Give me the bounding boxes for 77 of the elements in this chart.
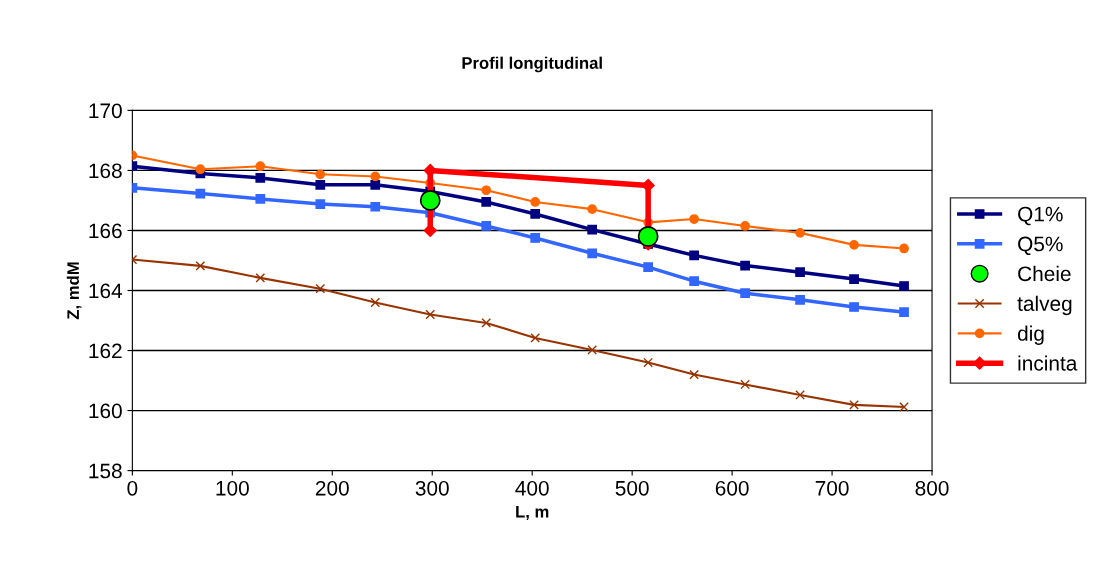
point [370, 179, 381, 190]
point [740, 221, 750, 231]
point [370, 201, 381, 212]
point [587, 204, 598, 215]
point [370, 171, 381, 182]
x-tick-label: 0 [127, 480, 138, 496]
y-axis-title: Z, mdM [66, 262, 82, 320]
legend-label: Cheie [1018, 265, 1071, 282]
y-tick-label: 160 [89, 403, 122, 419]
point [849, 240, 859, 250]
legend-label: dig [1017, 325, 1044, 345]
x-tick-label: 800 [915, 480, 949, 496]
x-tick-label: 300 [415, 480, 449, 496]
point [255, 273, 266, 283]
point [849, 400, 859, 410]
point [899, 402, 909, 412]
point [587, 345, 598, 355]
point [899, 281, 909, 291]
point [795, 267, 805, 278]
point [481, 185, 492, 196]
point [795, 228, 805, 238]
point [315, 179, 326, 190]
point [740, 260, 750, 271]
y-tick-label: 158 [89, 463, 122, 479]
y-tick-label: 170 [89, 103, 122, 119]
x-tick-label: 400 [515, 480, 549, 496]
point [689, 369, 699, 380]
point [849, 274, 859, 284]
point [255, 194, 266, 204]
x-tick-label: 700 [815, 480, 849, 496]
point [643, 262, 654, 272]
point [481, 197, 492, 207]
point [530, 197, 541, 207]
point [195, 188, 206, 199]
point [425, 309, 436, 320]
y-tick-label: 164 [89, 283, 123, 299]
point [195, 261, 206, 271]
point [643, 357, 654, 368]
chart-title: Profil longitudinal [462, 56, 602, 73]
point [195, 164, 206, 175]
point [740, 379, 750, 390]
point [795, 294, 805, 305]
point [689, 276, 699, 287]
point [689, 214, 699, 224]
point [740, 288, 750, 299]
point [899, 307, 909, 317]
point [315, 199, 326, 209]
legend-label: incinta [1018, 355, 1078, 371]
point [899, 243, 909, 254]
point [481, 318, 492, 328]
y-tick-label: 162 [89, 343, 122, 359]
point [315, 283, 326, 294]
point [370, 297, 381, 308]
point [587, 224, 598, 235]
point [849, 302, 859, 312]
point [530, 333, 541, 343]
legend-label: talveg [1017, 295, 1072, 316]
y-tick-label: 168 [89, 163, 122, 179]
point [315, 169, 326, 180]
point [419, 190, 441, 211]
point [587, 248, 598, 259]
point [481, 221, 492, 231]
x-tick-label: 200 [315, 480, 349, 496]
point [530, 233, 541, 243]
point [637, 226, 659, 247]
legend-label: Q1% [1018, 206, 1063, 226]
point [255, 161, 266, 172]
point [255, 173, 266, 183]
x-axis-title: L, m [516, 505, 549, 520]
x-tick-label: 600 [715, 480, 749, 496]
x-tick-label: 500 [615, 480, 649, 496]
y-tick-label: 166 [89, 223, 122, 239]
x-tick-label: 100 [216, 480, 249, 496]
point [530, 209, 541, 219]
legend-label: Q5% [1018, 236, 1063, 256]
point [689, 250, 699, 261]
point [795, 390, 805, 400]
